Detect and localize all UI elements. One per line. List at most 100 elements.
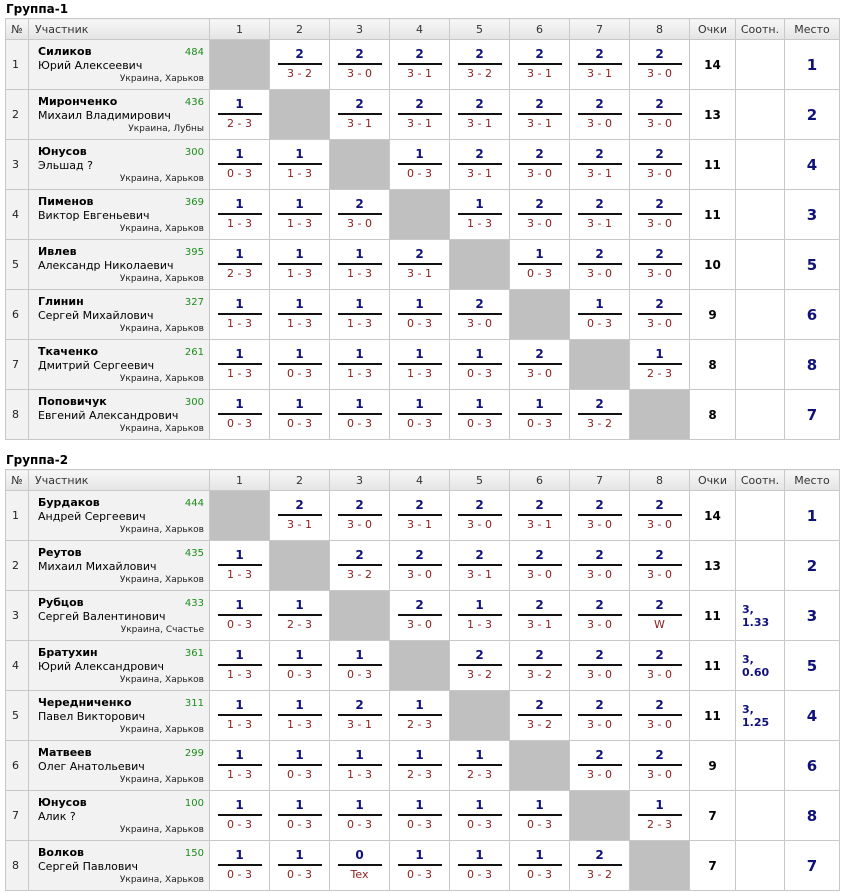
match-cell[interactable]: 1 1 - 3: [209, 289, 270, 340]
match-cell[interactable]: 2 3 - 1: [509, 39, 570, 90]
match-cell[interactable]: 1 1 - 3: [449, 189, 510, 240]
participant-surname[interactable]: Бурдаков: [38, 496, 100, 509]
match-cell[interactable]: 1 1 - 3: [269, 189, 330, 240]
match-cell[interactable]: 2 3 - 2: [569, 840, 630, 891]
match-cell[interactable]: 2 3 - 0: [629, 189, 690, 240]
match-cell[interactable]: 2 3 - 2: [269, 39, 330, 90]
match-cell[interactable]: 2 3 - 1: [449, 89, 510, 140]
match-cell[interactable]: 2 3 - 0: [449, 490, 510, 541]
match-cell[interactable]: 2 3 - 0: [569, 590, 630, 641]
match-cell[interactable]: 1 0 - 3: [569, 289, 630, 340]
match-cell[interactable]: 2 3 - 1: [509, 590, 570, 641]
match-cell[interactable]: 1 1 - 3: [329, 289, 390, 340]
match-cell[interactable]: 1 0 - 3: [209, 389, 270, 440]
match-cell[interactable]: 1 0 - 3: [269, 840, 330, 891]
match-cell[interactable]: 1 0 - 3: [509, 840, 570, 891]
match-cell[interactable]: 2 3 - 1: [449, 540, 510, 591]
match-cell[interactable]: 0 Tex: [329, 840, 390, 891]
match-cell[interactable]: 1 1 - 3: [389, 339, 450, 390]
match-cell[interactable]: 1 0 - 3: [269, 389, 330, 440]
match-cell[interactable]: 1 1 - 3: [209, 339, 270, 390]
match-cell[interactable]: 1 2 - 3: [389, 740, 450, 791]
match-cell[interactable]: 2 3 - 1: [509, 490, 570, 541]
match-cell[interactable]: 1 1 - 3: [269, 690, 330, 741]
match-cell[interactable]: 2 3 - 0: [569, 89, 630, 140]
match-cell[interactable]: 1 2 - 3: [209, 89, 270, 140]
match-cell[interactable]: 2 3 - 0: [629, 640, 690, 691]
match-cell[interactable]: 2 3 - 1: [389, 490, 450, 541]
match-cell[interactable]: 1 1 - 3: [209, 540, 270, 591]
match-cell[interactable]: 2 3 - 0: [569, 740, 630, 791]
participant-surname[interactable]: Силиков: [38, 45, 92, 58]
match-cell[interactable]: 2 3 - 2: [509, 640, 570, 691]
match-cell[interactable]: 1 1 - 3: [329, 740, 390, 791]
match-cell[interactable]: 2 3 - 1: [389, 239, 450, 290]
match-cell[interactable]: 1 2 - 3: [209, 239, 270, 290]
match-cell[interactable]: 2 3 - 1: [449, 139, 510, 190]
match-cell[interactable]: 2 3 - 1: [329, 89, 390, 140]
participant-surname[interactable]: Юнусов: [38, 796, 87, 809]
participant-surname[interactable]: Матвеев: [38, 746, 92, 759]
match-cell[interactable]: 1 0 - 3: [209, 790, 270, 841]
match-cell[interactable]: 1 0 - 3: [269, 339, 330, 390]
match-cell[interactable]: 2 3 - 0: [569, 640, 630, 691]
match-cell[interactable]: 2 3 - 0: [389, 540, 450, 591]
match-cell[interactable]: 1 0 - 3: [269, 790, 330, 841]
match-cell[interactable]: 2 3 - 0: [629, 289, 690, 340]
match-cell[interactable]: 2 3 - 1: [389, 39, 450, 90]
match-cell[interactable]: 1 0 - 3: [389, 139, 450, 190]
match-cell[interactable]: 2 3 - 1: [569, 39, 630, 90]
participant-surname[interactable]: Глинин: [38, 295, 84, 308]
match-cell[interactable]: 1 0 - 3: [449, 840, 510, 891]
match-cell[interactable]: 2 3 - 0: [629, 740, 690, 791]
match-cell[interactable]: 2 3 - 2: [569, 389, 630, 440]
match-cell[interactable]: 2 3 - 0: [509, 189, 570, 240]
match-cell[interactable]: 1 0 - 3: [449, 790, 510, 841]
match-cell[interactable]: 2 3 - 0: [509, 139, 570, 190]
match-cell[interactable]: 1 0 - 3: [329, 389, 390, 440]
match-cell[interactable]: 1 0 - 3: [509, 239, 570, 290]
match-cell[interactable]: 2 3 - 0: [569, 239, 630, 290]
match-cell[interactable]: 1 2 - 3: [629, 339, 690, 390]
participant-surname[interactable]: Рубцов: [38, 596, 84, 609]
match-cell[interactable]: 1 0 - 3: [209, 139, 270, 190]
match-cell[interactable]: 1 0 - 3: [389, 790, 450, 841]
participant-surname[interactable]: Ткаченко: [38, 345, 99, 358]
match-cell[interactable]: 2 3 - 0: [509, 540, 570, 591]
match-cell[interactable]: 1 0 - 3: [209, 590, 270, 641]
match-cell[interactable]: 1 0 - 3: [509, 790, 570, 841]
match-cell[interactable]: 1 2 - 3: [629, 790, 690, 841]
match-cell[interactable]: 1 0 - 3: [269, 640, 330, 691]
match-cell[interactable]: 2 3 - 1: [329, 690, 390, 741]
match-cell[interactable]: 2 3 - 0: [569, 690, 630, 741]
match-cell[interactable]: 2 3 - 0: [629, 239, 690, 290]
match-cell[interactable]: 2 3 - 0: [329, 39, 390, 90]
match-cell[interactable]: 1 0 - 3: [509, 389, 570, 440]
match-cell[interactable]: 2 3 - 0: [569, 490, 630, 541]
match-cell[interactable]: 1 1 - 3: [449, 590, 510, 641]
match-cell[interactable]: 2 3 - 1: [569, 139, 630, 190]
match-cell[interactable]: 1 0 - 3: [449, 339, 510, 390]
match-cell[interactable]: 2 3 - 0: [329, 490, 390, 541]
match-cell[interactable]: 2 3 - 1: [389, 89, 450, 140]
match-cell[interactable]: 2 3 - 2: [449, 640, 510, 691]
participant-surname[interactable]: Ивлев: [38, 245, 77, 258]
match-cell[interactable]: 2 3 - 0: [389, 590, 450, 641]
match-cell[interactable]: 1 0 - 3: [449, 389, 510, 440]
participant-surname[interactable]: Чередниченко: [38, 696, 132, 709]
match-cell[interactable]: 2 3 - 0: [629, 490, 690, 541]
match-cell[interactable]: 2 3 - 1: [509, 89, 570, 140]
match-cell[interactable]: 2 3 - 2: [449, 39, 510, 90]
match-cell[interactable]: 1 1 - 3: [269, 239, 330, 290]
match-cell[interactable]: 1 1 - 3: [209, 640, 270, 691]
match-cell[interactable]: 1 0 - 3: [389, 289, 450, 340]
match-cell[interactable]: 1 1 - 3: [209, 690, 270, 741]
match-cell[interactable]: 1 2 - 3: [449, 740, 510, 791]
match-cell[interactable]: 1 1 - 3: [329, 339, 390, 390]
match-cell[interactable]: 2 3 - 0: [329, 189, 390, 240]
match-cell[interactable]: 2 3 - 0: [629, 690, 690, 741]
match-cell[interactable]: 1 0 - 3: [389, 840, 450, 891]
match-cell[interactable]: 1 0 - 3: [389, 389, 450, 440]
match-cell[interactable]: 1 0 - 3: [209, 840, 270, 891]
